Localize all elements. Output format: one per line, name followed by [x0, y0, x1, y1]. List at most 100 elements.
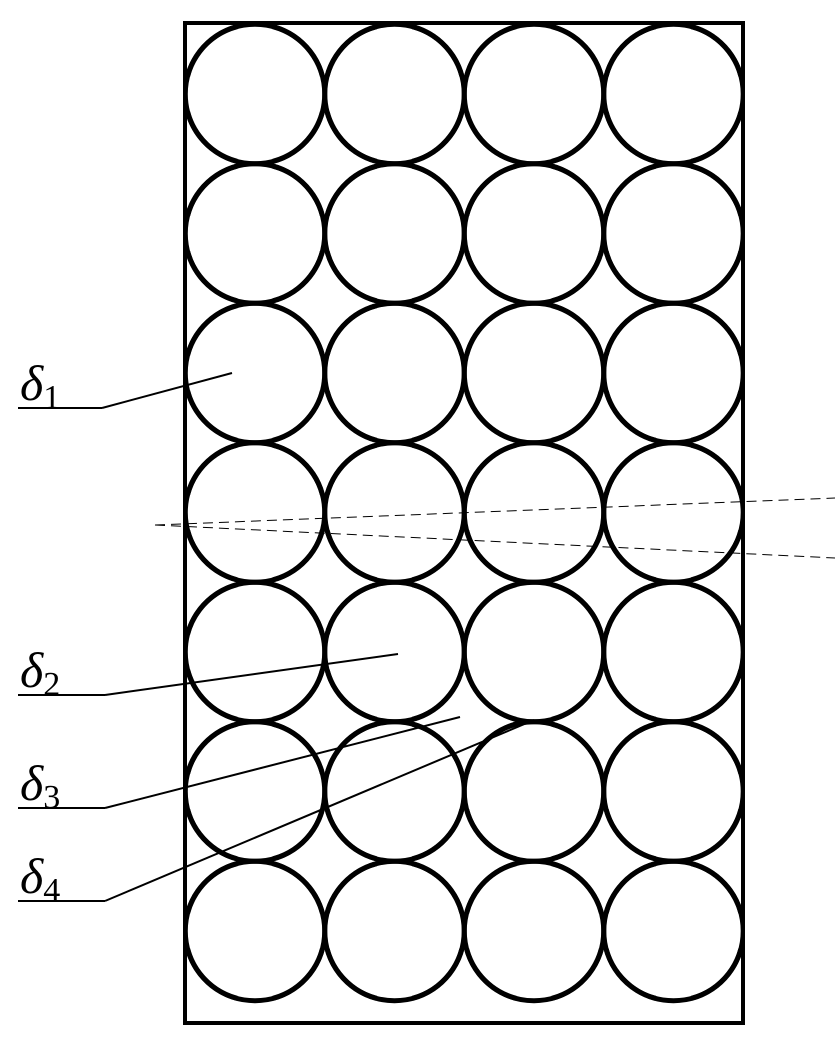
grid-arc — [467, 112, 602, 164]
label-leader — [105, 717, 460, 808]
grid-arc — [552, 445, 604, 580]
grid-arc — [413, 166, 465, 301]
grid-arc — [188, 24, 323, 76]
grid-arc — [273, 585, 325, 720]
grid-arc — [464, 445, 516, 580]
grid-arc — [604, 27, 656, 162]
delta3-label: δ3 — [18, 717, 460, 816]
grid-arc — [413, 585, 465, 720]
grid-arc — [188, 861, 323, 913]
grid-arc — [604, 724, 656, 859]
grid-arc — [327, 252, 462, 304]
grid-arc — [188, 303, 323, 355]
grid-arc — [185, 724, 237, 859]
grid-arc — [604, 864, 656, 999]
grid-arc — [325, 585, 377, 720]
grid-arc — [413, 27, 465, 162]
grid-arc — [188, 443, 323, 495]
grid-arc — [327, 861, 462, 913]
grid-arc — [188, 112, 323, 164]
grid-arc — [273, 306, 325, 441]
grid-arc — [327, 112, 462, 164]
grid-arc — [464, 724, 516, 859]
grid-arc — [464, 585, 516, 720]
grid-arc — [467, 810, 602, 862]
grid-arc — [327, 810, 462, 862]
grid-arc — [327, 582, 462, 634]
grid-arc — [464, 27, 516, 162]
grid-arc — [188, 722, 323, 774]
grid-arc — [606, 670, 741, 722]
grid-arc — [327, 443, 462, 495]
grid-arc — [606, 443, 741, 495]
grid-arc — [467, 861, 602, 913]
delta3-text: δ3 — [20, 755, 60, 816]
grid-arc — [327, 303, 462, 355]
grid-arc — [464, 864, 516, 999]
grid-arc — [325, 864, 377, 999]
grid-arc — [606, 391, 741, 443]
grid-arc — [467, 24, 602, 76]
grid-arc — [467, 670, 602, 722]
grid-arc — [273, 445, 325, 580]
grid-arc — [606, 303, 741, 355]
grid-arc — [606, 24, 741, 76]
grid-arc — [692, 306, 744, 441]
grid-arc — [604, 166, 656, 301]
delta4-text: δ4 — [20, 848, 60, 909]
grid-arc — [552, 306, 604, 441]
grid-arc — [467, 164, 602, 216]
grid-arc — [413, 724, 465, 859]
grid-arc — [413, 864, 465, 999]
label-leader — [105, 720, 534, 901]
grid-arc — [692, 724, 744, 859]
grid-arc — [185, 27, 237, 162]
grid-arc — [604, 585, 656, 720]
grid-arc — [325, 306, 377, 441]
grid-arc — [606, 164, 741, 216]
grid-arc — [606, 112, 741, 164]
grid-arc — [327, 670, 462, 722]
midline-dashed — [155, 498, 835, 525]
grid-arc — [467, 949, 602, 1001]
grid-arc — [467, 443, 602, 495]
grid-arc — [325, 445, 377, 580]
grid-arc — [552, 27, 604, 162]
grid-arc — [188, 582, 323, 634]
grid-arc — [188, 164, 323, 216]
grid-arc — [188, 949, 323, 1001]
grid-arc — [692, 445, 744, 580]
delta1-label: δ1 — [18, 355, 232, 416]
grid-arc — [327, 949, 462, 1001]
grid-arc — [606, 949, 741, 1001]
grid-arc — [413, 445, 465, 580]
grid-arc — [467, 303, 602, 355]
grid-arc — [606, 252, 741, 304]
grid-arc — [325, 166, 377, 301]
grid-arc — [327, 164, 462, 216]
grid-arc — [464, 166, 516, 301]
grid-arc — [604, 306, 656, 441]
grid-arc — [604, 445, 656, 580]
grid-arc — [464, 306, 516, 441]
grid-arc — [606, 722, 741, 774]
grid-arc — [273, 166, 325, 301]
grid-arc — [692, 166, 744, 301]
delta2-text: δ2 — [20, 642, 60, 703]
grid-arc — [552, 864, 604, 999]
grid-arc — [188, 531, 323, 583]
grid-arc — [273, 724, 325, 859]
grid-arc — [185, 166, 237, 301]
grid-arc — [185, 445, 237, 580]
midline-dashed — [155, 525, 835, 558]
grid-arc — [552, 724, 604, 859]
grid-arc — [188, 670, 323, 722]
grid-arc — [188, 391, 323, 443]
grid-arc — [467, 531, 602, 583]
grid-arc — [467, 252, 602, 304]
grid-arc — [327, 531, 462, 583]
grid-arc — [185, 864, 237, 999]
grid-arc — [552, 585, 604, 720]
grid-arc — [692, 585, 744, 720]
grid-arc — [327, 391, 462, 443]
